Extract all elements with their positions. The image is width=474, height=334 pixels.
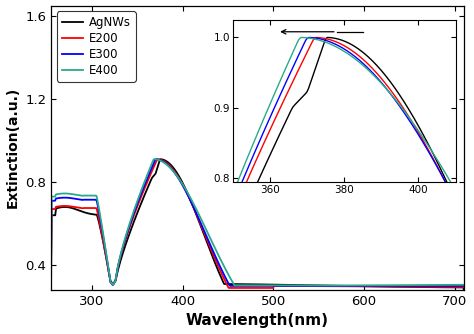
E300 <box>69 196 75 200</box>
E400 <box>151 157 157 161</box>
E200 <box>461 285 467 289</box>
E400 <box>325 284 331 288</box>
E300 <box>238 284 244 288</box>
AgNWs <box>69 206 75 210</box>
Line: E400: E400 <box>51 159 464 286</box>
E200 <box>449 285 455 289</box>
AgNWs <box>158 157 164 161</box>
AgNWs <box>374 285 379 289</box>
E400 <box>461 283 467 287</box>
E400 <box>449 283 455 287</box>
E200 <box>155 157 161 161</box>
E300 <box>48 258 54 262</box>
AgNWs <box>48 280 54 284</box>
E300 <box>249 284 255 288</box>
X-axis label: Wavelength(nm): Wavelength(nm) <box>186 313 329 328</box>
Line: AgNWs: AgNWs <box>51 159 464 303</box>
E200 <box>249 286 255 290</box>
AgNWs <box>449 285 455 289</box>
E300 <box>449 284 455 288</box>
AgNWs <box>249 282 255 286</box>
E400 <box>238 283 244 287</box>
Line: E200: E200 <box>51 159 464 288</box>
E300 <box>449 284 455 288</box>
E400 <box>374 283 379 287</box>
E300 <box>153 157 159 161</box>
E300 <box>461 284 467 288</box>
Legend: AgNWs, E200, E300, E400: AgNWs, E200, E300, E400 <box>57 11 136 82</box>
E300 <box>374 284 379 288</box>
E200 <box>238 286 244 290</box>
E300 <box>271 284 276 288</box>
E400 <box>48 255 54 259</box>
E200 <box>271 286 276 290</box>
E200 <box>449 285 455 289</box>
E200 <box>48 263 54 267</box>
E400 <box>449 283 455 287</box>
AgNWs <box>461 301 467 305</box>
AgNWs <box>449 285 455 289</box>
E400 <box>69 192 75 196</box>
E200 <box>374 285 379 289</box>
Y-axis label: Extinction(a.u.): Extinction(a.u.) <box>6 87 19 208</box>
AgNWs <box>238 282 244 286</box>
E400 <box>249 283 255 287</box>
E200 <box>69 205 75 209</box>
Line: E300: E300 <box>51 159 464 286</box>
